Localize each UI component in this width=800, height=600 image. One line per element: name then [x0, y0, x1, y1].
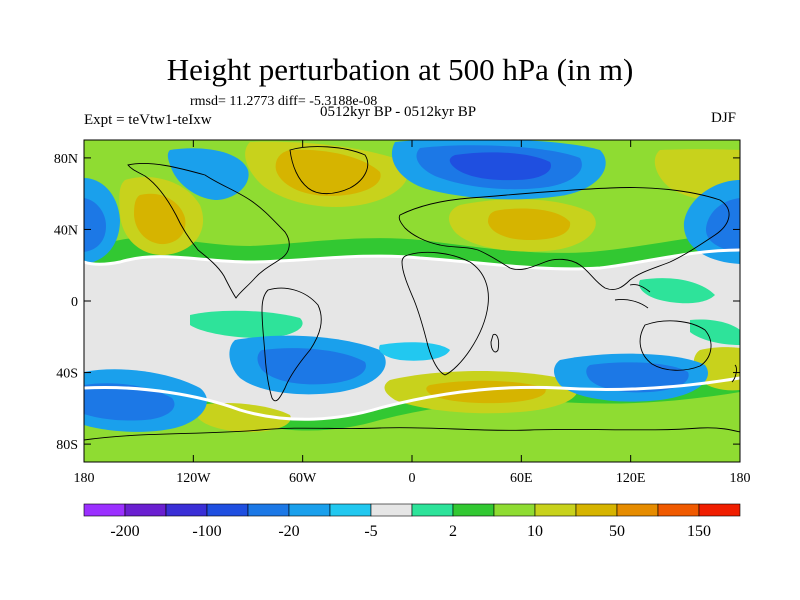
latitude-axis: 80N 40N 0 40S 80S: [54, 152, 740, 453]
greenland-core: [275, 149, 381, 196]
coastlines: [84, 146, 740, 441]
lon-tick-label: 180: [730, 471, 751, 486]
sh-positive-pac: [198, 403, 291, 432]
experiment-label: Expt = teVtw1-teIxw: [84, 112, 212, 128]
colorbar-label: 150: [687, 523, 711, 540]
colorbar-swatch: [165, 503, 208, 517]
lat-tick-label: 40S: [56, 367, 78, 382]
colorbar-swatch: [698, 503, 741, 517]
lon-tick-label: 60E: [510, 471, 533, 486]
sh-negative-pac-core: [84, 383, 175, 421]
period-label: 0512kyr BP - 0512kyr BP: [320, 104, 477, 120]
pacific-core: [134, 193, 186, 245]
colorbar-label: 50: [609, 523, 625, 540]
colorbar-swatch: [288, 503, 331, 517]
e-negative-core: [705, 198, 740, 252]
colorbar-swatch: [657, 503, 700, 517]
season-label: DJF: [711, 110, 737, 126]
colorbar: -200 -100 -20 -5 2 10 50 150: [83, 503, 741, 540]
colorbar-swatch: [452, 503, 495, 517]
lon-tick-label: 120W: [176, 471, 211, 486]
plot-title: Height perturbation at 500 hPa (in m): [166, 52, 634, 87]
na-negative: [167, 148, 249, 200]
sh-negative-ind-core: [586, 362, 689, 393]
map-field: [84, 140, 740, 462]
sh-lightgreen: [84, 392, 740, 462]
colorbar-swatch: [83, 503, 126, 517]
lon-tick-label: 0: [409, 471, 416, 486]
lon-tick-label: 60W: [289, 471, 317, 486]
colorbar-swatch: [206, 503, 249, 517]
statistics-label: rmsd= 11.2773 diff= -5.3188e-08: [190, 94, 378, 109]
lat-tick-label: 40N: [54, 223, 78, 238]
lon-tick-label: 180: [74, 471, 95, 486]
w-negative-core: [84, 198, 106, 252]
colorbar-swatch: [370, 503, 413, 517]
lat-tick-label: 80N: [54, 152, 78, 167]
colorbar-swatch: [575, 503, 618, 517]
colorbar-label: -20: [278, 523, 299, 540]
eurasia-core: [488, 208, 571, 240]
colorbar-label: -200: [110, 523, 139, 540]
tropic-patch-2: [639, 278, 715, 304]
tropic-patch-3: [690, 319, 740, 345]
colorbar-swatch: [534, 503, 577, 517]
colorbar-label: 10: [527, 523, 543, 540]
arctic-core: [449, 152, 551, 181]
colorbar-label: -5: [364, 523, 377, 540]
contour-line-sh: [84, 376, 740, 421]
colorbar-swatch: [247, 503, 290, 517]
longitude-axis: 180 120W 60W 0 60E 120E 180: [74, 140, 751, 486]
contour-line-nh: [84, 248, 740, 271]
sh-negative-sa-core: [257, 348, 366, 385]
sh-negative-sh2: [379, 342, 450, 361]
tropic-patch-1: [190, 310, 303, 338]
colorbar-swatch: [124, 503, 167, 517]
lon-tick-label: 120E: [616, 471, 646, 486]
lat-tick-label: 80S: [56, 438, 78, 453]
colorbar-swatch: [616, 503, 659, 517]
colorbar-label: 2: [449, 523, 457, 540]
lat-tick-label: 0: [71, 295, 78, 310]
colorbar-label: -100: [192, 523, 221, 540]
colorbar-swatch: [493, 503, 536, 517]
colorbar-swatch: [329, 503, 372, 517]
colorbar-swatch: [411, 503, 454, 517]
